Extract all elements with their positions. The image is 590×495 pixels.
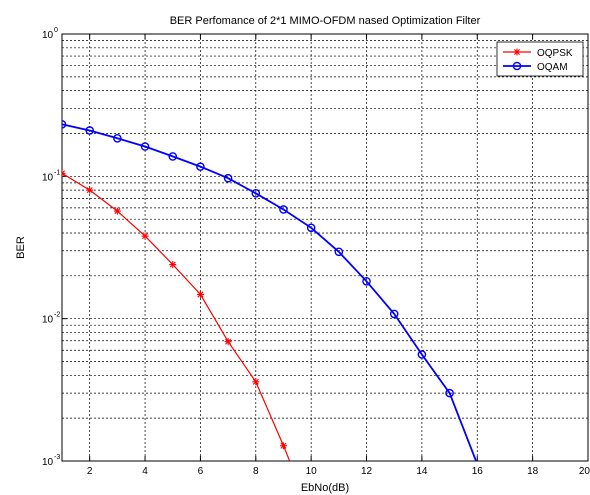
data-point — [85, 126, 94, 135]
y-tick-base: 10 — [42, 172, 54, 183]
y-tick-label: 10 0 — [42, 27, 58, 41]
x-tick-label: 18 — [527, 466, 539, 477]
data-point — [445, 388, 454, 398]
y-tick-base: 10 — [42, 315, 54, 326]
legend-label-oqam: OQAM — [537, 62, 568, 73]
x-tick-label: 8 — [253, 466, 259, 477]
data-point — [141, 232, 149, 240]
data-point — [223, 173, 233, 183]
x-tick-label: 20 — [579, 466, 590, 477]
data-point — [251, 188, 261, 198]
x-tick-label: 10 — [306, 466, 318, 477]
legend-label-oqpsk: OQPSK — [537, 48, 573, 59]
data-point — [169, 261, 177, 269]
data-point — [389, 309, 399, 319]
series-line-oqam — [62, 123, 478, 461]
data-point — [279, 442, 287, 450]
data-point — [62, 120, 67, 129]
data-point — [62, 169, 66, 177]
data-point — [113, 207, 121, 215]
legend-box — [496, 41, 584, 77]
x-tick-label: 2 — [87, 466, 93, 477]
y-axis-label: BER — [15, 236, 27, 259]
data-point — [196, 290, 204, 298]
y-tick-label: 10 -3 — [42, 454, 60, 468]
data-point — [417, 350, 427, 359]
x-axis-label: EbNo(dB) — [301, 482, 349, 494]
data-point — [512, 61, 522, 71]
legend: OQPSK OQAM — [496, 41, 584, 77]
y-tick-exponent: -1 — [54, 169, 60, 176]
grid — [62, 34, 588, 461]
axes-box — [61, 33, 589, 462]
x-tick-label: 14 — [416, 466, 428, 477]
x-tick-label: 12 — [361, 466, 373, 477]
series-group — [62, 120, 478, 461]
x-tick-label: 16 — [472, 466, 484, 477]
data-point — [168, 152, 178, 161]
y-tick-exponent: 0 — [54, 27, 58, 34]
y-tick-base: 10 — [42, 30, 54, 41]
data-point — [306, 223, 316, 233]
data-point — [224, 338, 232, 346]
data-point — [279, 205, 288, 214]
y-tick-label: 10 -2 — [42, 312, 60, 326]
data-point — [113, 134, 122, 143]
y-tick-exponent: -2 — [54, 312, 60, 319]
x-tick-label: 4 — [142, 466, 148, 477]
chart-title: BER Perfomance of 2*1 MIMO-OFDM nased Op… — [170, 15, 481, 27]
data-point — [362, 277, 371, 286]
series-line-oqpsk — [62, 172, 291, 461]
x-tick-label: 6 — [198, 466, 204, 477]
data-point — [196, 162, 205, 171]
data-point — [86, 186, 94, 194]
data-point — [252, 378, 260, 386]
y-tick-base: 10 — [42, 457, 54, 468]
data-point — [513, 48, 521, 56]
data-point — [334, 247, 344, 257]
y-tick-exponent: -3 — [54, 454, 60, 461]
y-tick-label: 10 -1 — [42, 169, 60, 183]
data-point — [140, 142, 150, 151]
